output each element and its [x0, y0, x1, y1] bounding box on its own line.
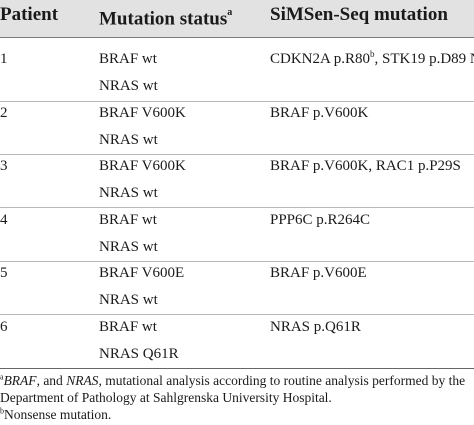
header-mutation-status: Mutation statusa: [99, 7, 233, 30]
row3-patient: 3: [0, 158, 8, 174]
row2-simsen: BRAF p.V600K: [270, 105, 369, 121]
footnote-a: aBRAF, and NRAS, mutational analysis acc…: [0, 372, 466, 388]
row4-patient: 4: [0, 212, 8, 228]
header-simsen-seq-mutation: SiMSen-Seq mutation: [270, 4, 448, 25]
row1-status-nras: NRAS wt: [99, 78, 158, 94]
row5-patient: 5: [0, 265, 8, 281]
row6-patient: 6: [0, 319, 8, 335]
row-divider: [0, 314, 474, 315]
row1-patient: 1: [0, 51, 8, 67]
row3-simsen: BRAF p.V600K, RAC1 p.P29S: [270, 158, 461, 174]
row4-simsen: PPP6C p.R264C: [270, 212, 371, 228]
table-bottom-rule: [0, 368, 474, 369]
row2-patient: 2: [0, 105, 8, 121]
footnote-b: bNonsense mutation.: [0, 406, 112, 422]
row4-status-braf: BRAF wt: [99, 212, 157, 228]
row5-status-nras: NRAS wt: [99, 292, 158, 308]
row1-simsen: CDKN2A p.R80b, STK19 p.D89 N: [270, 49, 474, 68]
header-patient: Patient: [0, 4, 59, 25]
row-divider: [0, 207, 474, 208]
row4-status-nras: NRAS wt: [99, 239, 158, 255]
row-divider: [0, 101, 474, 102]
row6-status-braf: BRAF wt: [99, 319, 157, 335]
row1-status-braf: BRAF wt: [99, 51, 157, 67]
row-divider: [0, 154, 474, 155]
row-divider: [0, 261, 474, 262]
row5-simsen: BRAF p.V600E: [270, 265, 367, 281]
row6-status-nras: NRAS Q61R: [99, 346, 179, 362]
row6-simsen: NRAS p.Q61R: [270, 319, 361, 335]
row3-status-nras: NRAS wt: [99, 185, 158, 201]
footnote-marker-a: a: [227, 7, 233, 18]
row5-status-braf: BRAF V600E: [99, 265, 185, 281]
row2-status-nras: NRAS wt: [99, 132, 158, 148]
table-header: Patient Mutation statusa SiMSen-Seq muta…: [0, 0, 474, 38]
row2-status-braf: BRAF V600K: [99, 105, 186, 121]
footnote-a-continued: Department of Pathology at Sahlgrenska U…: [0, 390, 332, 405]
row3-status-braf: BRAF V600K: [99, 158, 186, 174]
